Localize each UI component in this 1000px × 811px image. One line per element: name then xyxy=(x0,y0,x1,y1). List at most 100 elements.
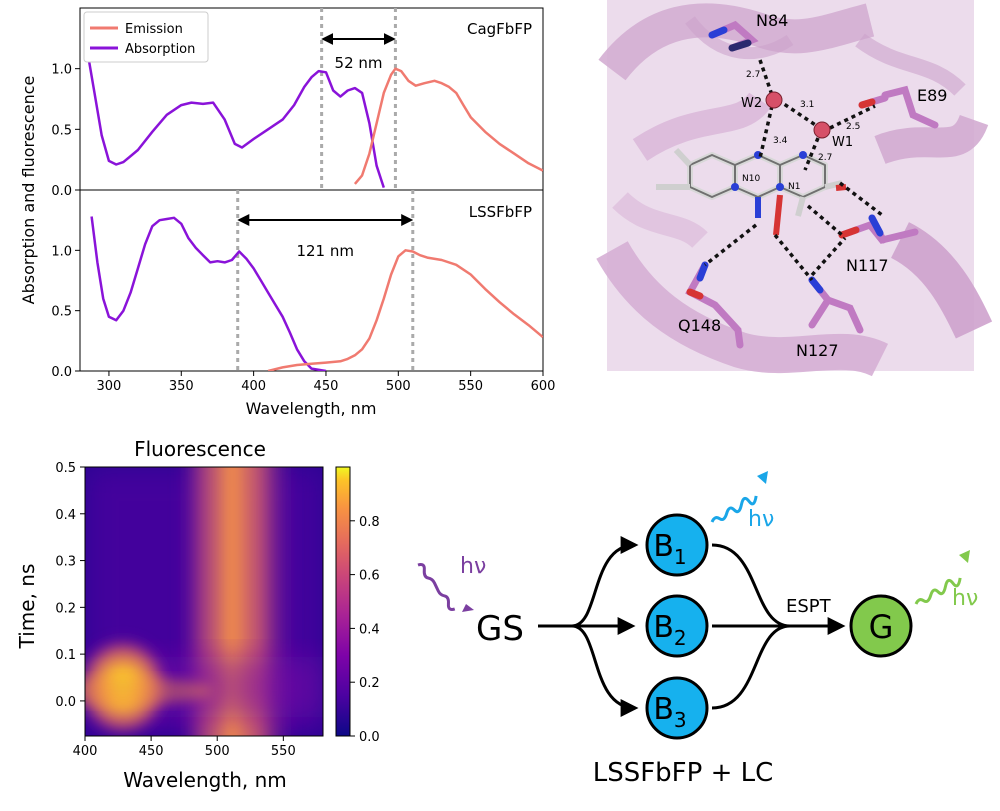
gap-label-cagfbfp: 52 nm xyxy=(335,54,383,72)
residue-label-n117: N117 xyxy=(846,256,889,275)
series-emission-lssfbfp xyxy=(267,249,543,371)
atom-label-n10: N10 xyxy=(742,174,760,184)
colorbar-tick-label-3: 0.6 xyxy=(359,569,380,584)
heatmap-x-tick-label-1: 450 xyxy=(139,744,164,759)
bottom-axes-frame xyxy=(79,189,544,372)
heatmap-title: Fluorescence xyxy=(134,437,266,461)
legend: Emission Absorption xyxy=(83,11,209,63)
svg-text:B2: B2 xyxy=(653,610,686,650)
node-b1-subscript: 1 xyxy=(674,545,687,569)
blue-emission-label: hν xyxy=(748,507,774,532)
x-tick-label-2: 400 xyxy=(241,379,266,394)
colorbar-tick-label-1: 0.2 xyxy=(359,676,380,691)
excitation-arrowhead-icon xyxy=(462,604,474,612)
residue-label-n84: N84 xyxy=(756,11,788,30)
series-group-lssfbfp xyxy=(90,216,543,371)
atom-label-n1: N1 xyxy=(788,182,800,192)
node-b2: B2 xyxy=(645,594,709,658)
green-emission-wave-icon xyxy=(914,577,962,605)
colorbar-tick-label-0: 0.0 xyxy=(359,730,380,745)
residue-label-q148: Q148 xyxy=(678,316,721,335)
node-b2-letter: B xyxy=(653,610,674,645)
water-w2 xyxy=(765,91,783,109)
green-emission-arrowhead-icon xyxy=(959,550,970,563)
node-b3-letter: B xyxy=(653,692,674,727)
heatmap-y-tick-label-3: 0.3 xyxy=(55,555,76,570)
series-group-cagfbfp xyxy=(84,41,543,188)
colorbar-tick-label-2: 0.4 xyxy=(359,622,380,637)
residue-label-n127: N127 xyxy=(796,341,839,360)
heatmap-panel: Fluorescence 400 450 500 550 0.0 0.1 0.2 0.3 0.4… xyxy=(15,437,380,792)
residue-label-e89: E89 xyxy=(917,86,947,105)
distance-label-4: 3.4 xyxy=(773,136,788,146)
node-b1-letter: B xyxy=(653,529,674,564)
residue-heteroatoms xyxy=(686,26,884,300)
heatmap-y-tick-label-0: 0.0 xyxy=(55,695,76,710)
scheme-caption: LSSFbFP + LC xyxy=(593,758,774,788)
blue-emission-arrowhead-icon xyxy=(757,471,768,484)
heatmap-y-tick-label-2: 0.2 xyxy=(55,601,76,616)
x-axis-title: Wavelength, nm xyxy=(246,399,377,418)
y-tick-label-lssfbfp-2: 1.0 xyxy=(51,244,72,259)
svg-text:B3: B3 xyxy=(653,692,686,732)
svg-text:B1: B1 xyxy=(653,529,686,569)
x-tick-label-1: 350 xyxy=(169,379,194,394)
heatmap-y-tick-label-4: 0.4 xyxy=(55,508,76,523)
distance-label-3: 2.5 xyxy=(846,122,860,132)
heatmap-y-axis-title: Time, ns xyxy=(15,564,39,650)
legend-label-emission: Emission xyxy=(125,22,183,37)
spectra-panel: 0.0 0.5 1.0 52 nm 0.0 0.5 1.0 121 nm 300 350 400 45… xyxy=(19,7,556,418)
colorbar-tick-label-4: 0.8 xyxy=(359,515,380,530)
distance-label-2: 3.1 xyxy=(800,100,814,110)
y-tick-label-lssfbfp-1: 0.5 xyxy=(51,305,72,320)
y-axis-title: Absorption and fluorescence xyxy=(19,76,38,305)
water-label-w1: W1 xyxy=(832,135,853,150)
structure-panel: N84 E89 W2 W1 N117 Q148 N127 N10 N1 2.7 … xyxy=(596,0,993,377)
x-tick-label-6: 600 xyxy=(531,379,556,394)
water-label-w2: W2 xyxy=(741,96,762,111)
y-tick-label-lssfbfp-0: 0.0 xyxy=(51,365,72,380)
y-tick-label-cagfbfp-1: 0.5 xyxy=(51,123,72,138)
series-emission-cagfbfp xyxy=(353,67,543,185)
node-g: G xyxy=(849,594,913,658)
node-gs: GS xyxy=(476,609,524,649)
heatmap-y-tick-label-5: 0.5 xyxy=(55,461,76,476)
heatmap-frame xyxy=(84,466,324,737)
water-w1 xyxy=(813,121,831,139)
espt-label: ESPT xyxy=(786,596,832,617)
x-tick-label-3: 450 xyxy=(314,379,339,394)
heatmap-plot xyxy=(85,467,323,736)
photophysics-scheme: hν GS ESPT B1 B2 B3 G xyxy=(417,471,978,788)
x-tick-label-0: 300 xyxy=(97,379,122,394)
heatmap-x-axis-title: Wavelength, nm xyxy=(123,768,287,792)
node-g-label: G xyxy=(869,608,894,646)
heatmap-y-tick-label-1: 0.1 xyxy=(55,648,76,663)
distance-label-1: 2.7 xyxy=(746,70,760,80)
blue-emission-wave-icon xyxy=(710,495,758,523)
heatmap-x-tick-label-0: 400 xyxy=(73,744,98,759)
x-tick-label-4: 500 xyxy=(386,379,411,394)
panel-label-cagfbfp: CagFbFP xyxy=(467,20,532,38)
series-absorption-lssfbfp xyxy=(90,216,327,371)
node-b1: B1 xyxy=(645,513,709,577)
flavin-ring-system xyxy=(656,147,847,236)
excitation-wave-icon xyxy=(417,562,456,611)
heatmap-x-tick-label-2: 500 xyxy=(205,744,230,759)
heatmap-x-tick-label-3: 550 xyxy=(271,744,296,759)
hydrogen-bonds xyxy=(703,59,884,282)
y-tick-label-cagfbfp-2: 1.0 xyxy=(51,63,72,78)
legend-label-absorption: Absorption xyxy=(125,42,195,57)
gap-label-lssfbfp: 121 nm xyxy=(296,242,354,260)
node-b2-subscript: 2 xyxy=(674,626,687,650)
x-tick-label-5: 550 xyxy=(458,379,483,394)
node-b3: B3 xyxy=(645,676,709,740)
green-emission-label: hν xyxy=(952,586,978,611)
distance-label-5: 2.7 xyxy=(818,153,832,163)
y-tick-label-cagfbfp-0: 0.0 xyxy=(51,184,72,199)
colorbar xyxy=(335,466,351,737)
node-b3-subscript: 3 xyxy=(674,708,687,732)
excitation-label: hν xyxy=(460,554,486,579)
series-absorption-cagfbfp xyxy=(84,41,385,188)
protein-ribbons xyxy=(596,3,993,377)
